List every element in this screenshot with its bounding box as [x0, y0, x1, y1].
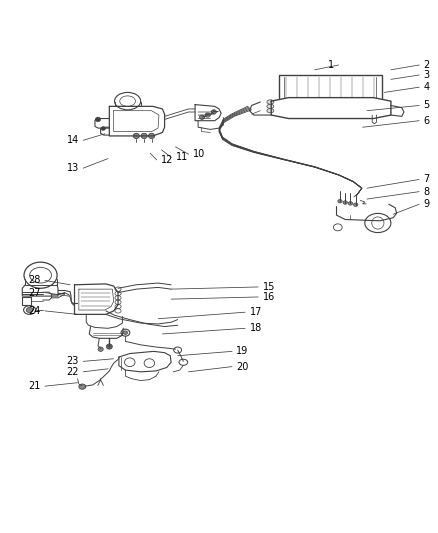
Text: 14: 14 [67, 135, 79, 146]
Text: 3: 3 [424, 70, 430, 80]
Text: 10: 10 [193, 149, 205, 159]
Text: 28: 28 [28, 276, 41, 286]
Text: 24: 24 [28, 306, 41, 316]
Text: 20: 20 [237, 361, 249, 372]
Ellipse shape [123, 331, 127, 334]
Text: 4: 4 [424, 82, 430, 92]
Ellipse shape [353, 203, 358, 206]
Ellipse shape [26, 308, 33, 313]
Ellipse shape [148, 133, 155, 139]
Text: 12: 12 [161, 155, 173, 165]
Text: 27: 27 [28, 288, 41, 297]
Text: 18: 18 [250, 324, 262, 333]
Text: 6: 6 [424, 116, 430, 126]
Ellipse shape [205, 113, 210, 117]
Text: 23: 23 [67, 357, 79, 366]
Ellipse shape [106, 344, 113, 349]
Ellipse shape [133, 133, 139, 139]
Ellipse shape [101, 127, 106, 130]
Ellipse shape [95, 117, 101, 122]
Text: 2: 2 [424, 60, 430, 70]
Text: 7: 7 [424, 174, 430, 184]
Text: 19: 19 [237, 346, 249, 357]
Ellipse shape [98, 347, 103, 351]
Text: 13: 13 [67, 163, 79, 173]
Ellipse shape [211, 110, 216, 114]
Ellipse shape [79, 384, 86, 389]
Text: 1: 1 [328, 60, 334, 70]
Ellipse shape [343, 201, 347, 204]
Text: 15: 15 [262, 282, 275, 292]
Text: 5: 5 [424, 100, 430, 110]
Ellipse shape [267, 104, 274, 109]
Ellipse shape [338, 199, 342, 203]
Text: 22: 22 [67, 367, 79, 377]
Ellipse shape [267, 109, 274, 113]
Ellipse shape [141, 133, 147, 139]
Text: 21: 21 [28, 381, 41, 391]
Text: 11: 11 [176, 152, 188, 162]
Text: 9: 9 [424, 199, 430, 209]
Ellipse shape [199, 115, 205, 119]
Text: 16: 16 [262, 292, 275, 302]
Ellipse shape [267, 100, 274, 104]
Ellipse shape [348, 201, 353, 205]
Text: 17: 17 [250, 307, 262, 317]
Text: 8: 8 [424, 187, 430, 197]
